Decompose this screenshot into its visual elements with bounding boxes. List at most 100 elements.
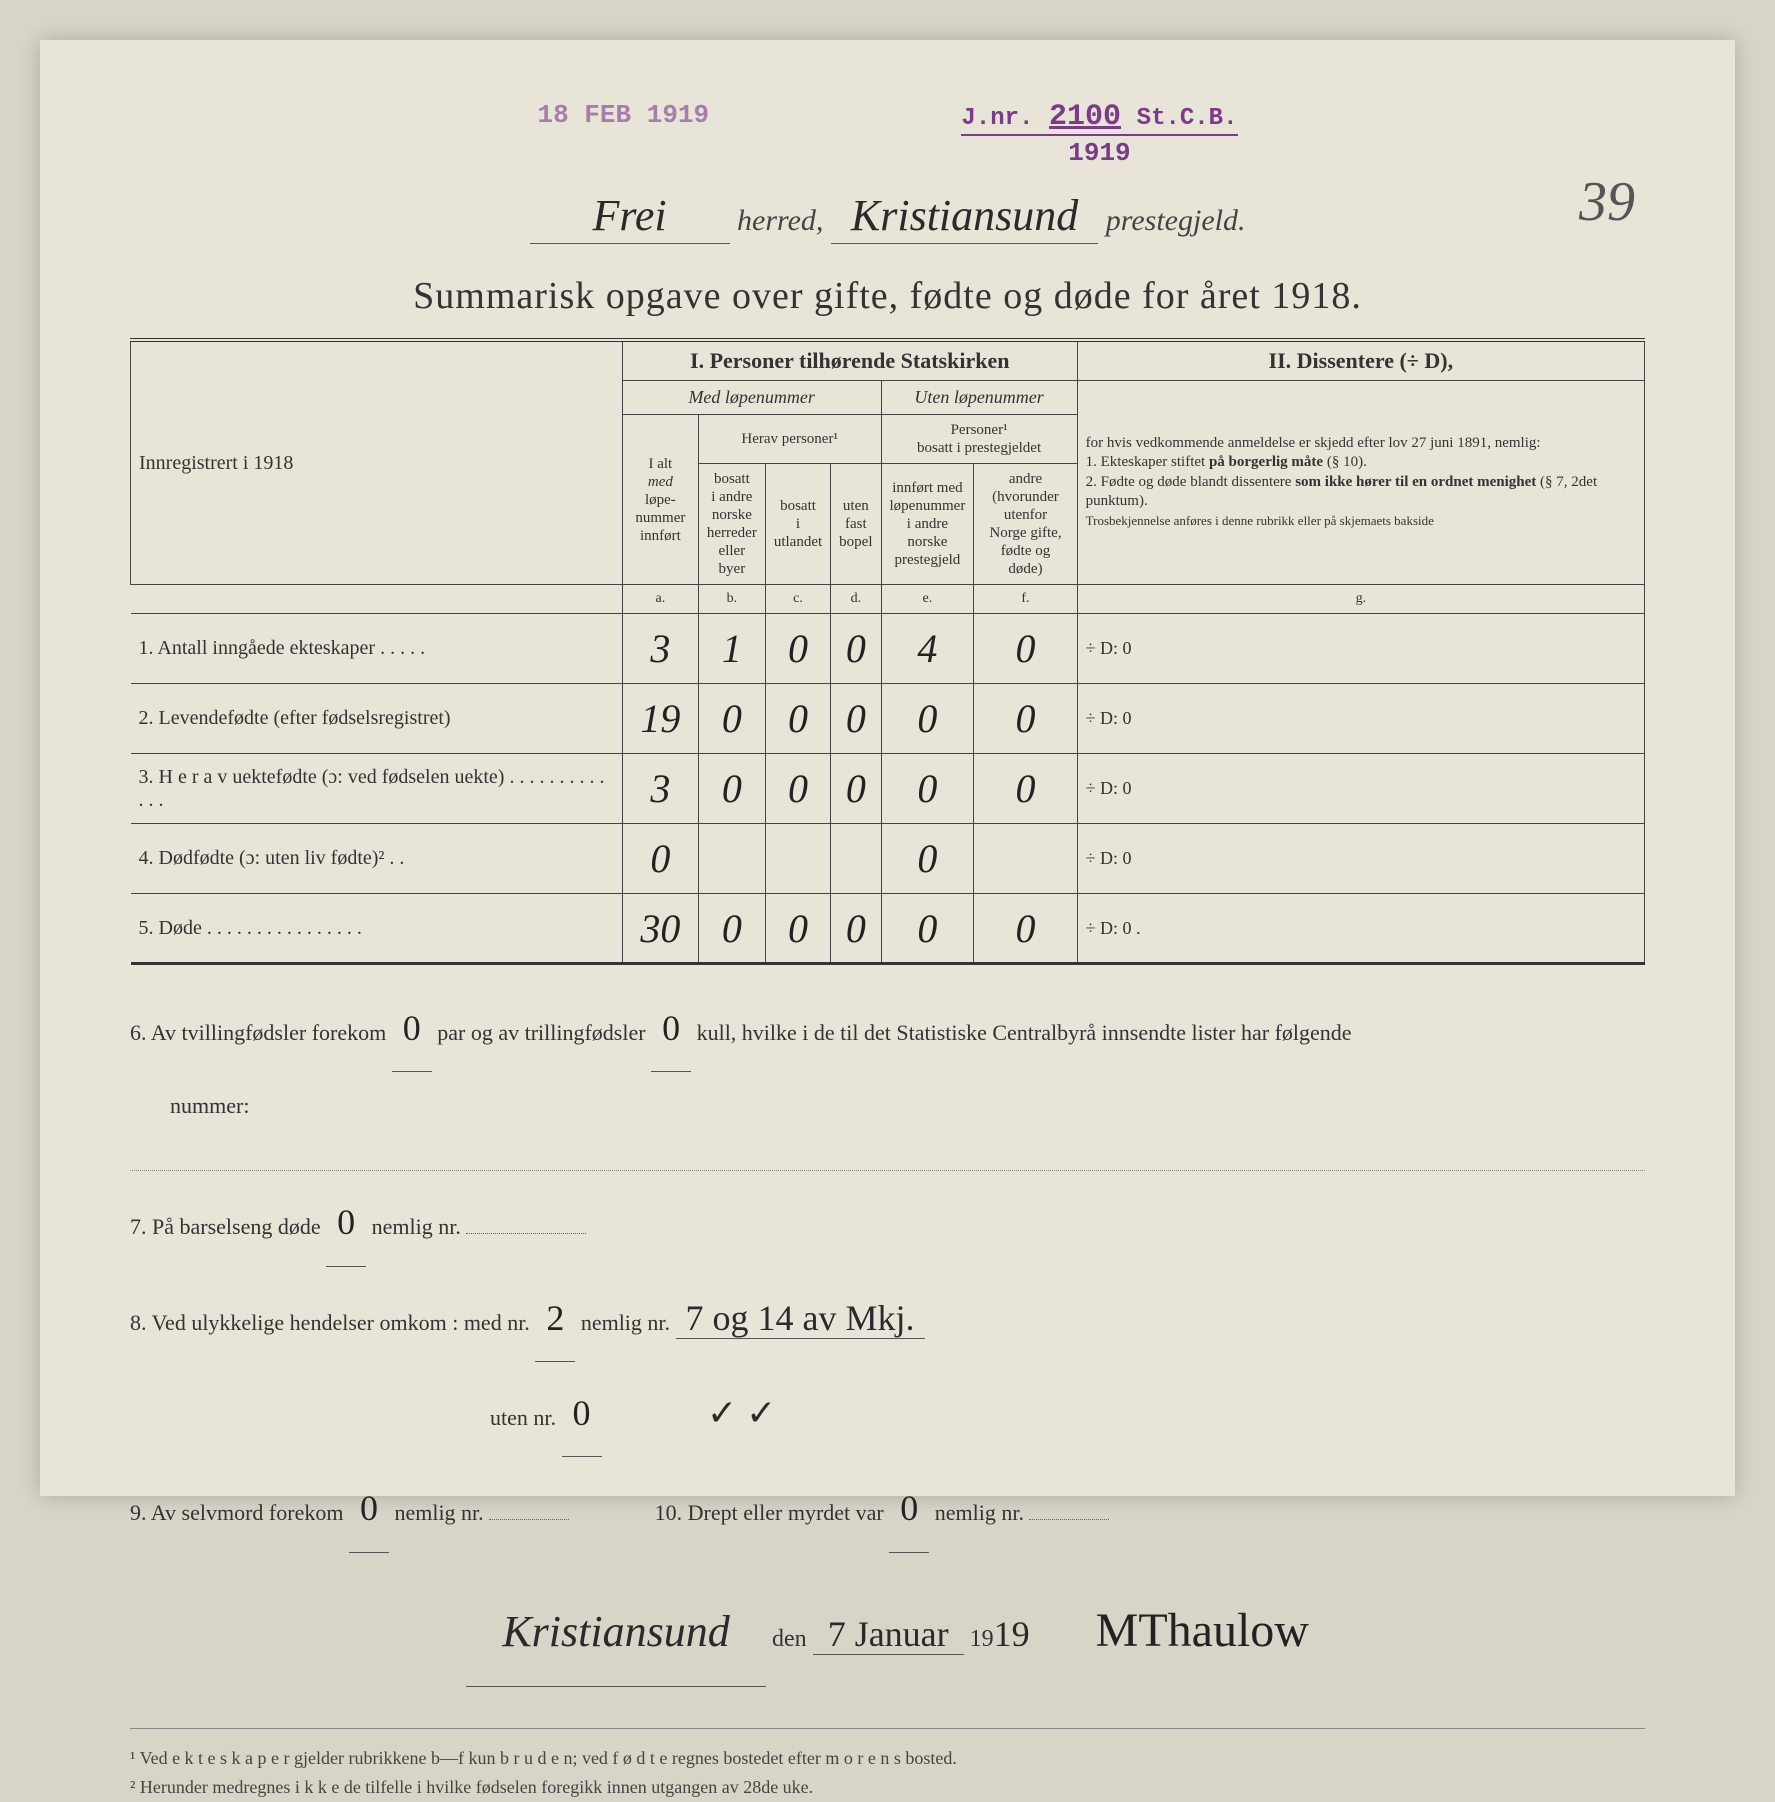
line-8b: uten nr. 0 ✓ ✓	[130, 1370, 1645, 1457]
date-value: 7 Januar	[813, 1614, 964, 1655]
uten-lope-head: Uten løpenummer	[881, 381, 1077, 415]
year-prefix: 19	[970, 1626, 994, 1652]
line6-nummer: nummer:	[130, 1080, 1645, 1133]
col-letter-d: d.	[831, 585, 881, 614]
table-row: 1. Antall inngåede ekteskaper . . . . .3…	[131, 614, 1645, 684]
data-cell: ÷ D: 0	[1077, 614, 1644, 684]
footnote-1: ¹ Ved e k t e s k a p e r gjelder rubrik…	[130, 1744, 1645, 1773]
line8-val2: 7 og 14 av Mkj.	[676, 1298, 925, 1339]
stamp-jnr: J.nr. 2100 St.C.B. 1919	[961, 100, 1237, 168]
document-page: 18 FEB 1919 J.nr. 2100 St.C.B. 1919 39 F…	[40, 40, 1735, 1496]
jnr-suffix: St.C.B.	[1137, 105, 1238, 132]
line9-pre: 9. Av selvmord forekom	[130, 1500, 343, 1525]
data-cell: 0	[974, 684, 1077, 754]
data-cell	[698, 824, 765, 894]
page-number: 39	[1579, 170, 1635, 234]
herred-label: herred,	[737, 204, 823, 237]
data-cell: 0	[765, 894, 830, 964]
header-line: Frei herred, Kristiansund prestegjeld.	[130, 190, 1645, 244]
document-title: Summarisk opgave over gifte, fødte og dø…	[130, 274, 1645, 318]
line6-pre: 6. Av tvillingfødsler forekom	[130, 1020, 386, 1045]
herav-personer: Herav personer¹	[698, 415, 881, 464]
line7-pre: 7. På barselseng døde	[130, 1214, 321, 1239]
data-cell: 0	[698, 894, 765, 964]
line7-blank	[466, 1233, 586, 1234]
data-cell: ÷ D: 0	[1077, 824, 1644, 894]
year-suffix: 19	[994, 1614, 1030, 1654]
row-label: 5. Døde . . . . . . . . . . . . . . . .	[131, 894, 623, 964]
footnotes: ¹ Ved e k t e s k a p e r gjelder rubrik…	[130, 1728, 1645, 1802]
data-cell: 4	[881, 614, 974, 684]
line6-post: kull, hvilke i de til det Statistiske Ce…	[697, 1020, 1352, 1045]
lower-section: 6. Av tvillingfødsler forekom 0 par og a…	[130, 985, 1645, 1688]
row-label: 4. Dødfødte (ɔ: uten liv fødte)² . .	[131, 824, 623, 894]
line8-mid: nemlig nr.	[581, 1310, 670, 1335]
line6-mid: par og av trillingfødsler	[437, 1020, 645, 1045]
line7-val: 0	[326, 1179, 366, 1266]
line9-post: nemlig nr.	[394, 1500, 483, 1525]
data-cell: 0	[831, 614, 881, 684]
prestegjeld-value: Kristiansund	[831, 190, 1098, 244]
blank-line	[130, 1141, 1645, 1171]
jnr-prefix: J.nr.	[961, 105, 1033, 132]
line6-val1: 0	[392, 985, 432, 1072]
data-cell: 0	[881, 754, 974, 824]
col-b-head: bosatti andrenorskeherrederellerbyer	[698, 464, 765, 585]
line-6: 6. Av tvillingfødsler forekom 0 par og a…	[130, 985, 1645, 1072]
dissenter-text: for hvis vedkommende anmeldelse er skjed…	[1077, 381, 1644, 585]
data-cell: ÷ D: 0	[1077, 684, 1644, 754]
signature: MThaulow	[1096, 1604, 1309, 1657]
line8-val1: 2	[535, 1275, 575, 1362]
line8-pre: 8. Ved ulykkelige hendelser omkom : med …	[130, 1310, 530, 1335]
data-cell: 1	[698, 614, 765, 684]
data-cell: 19	[622, 684, 698, 754]
footnote-2: ² Herunder medregnes i k k e de tilfelle…	[130, 1773, 1645, 1802]
row-label: 3. H e r a v uektefødte (ɔ: ved fødselen…	[131, 754, 623, 824]
table-row: 4. Dødfødte (ɔ: uten liv fødte)² . .00÷ …	[131, 824, 1645, 894]
row-label: 2. Levendefødte (efter fødselsregistret)	[131, 684, 623, 754]
col-letter-f: f.	[974, 585, 1077, 614]
signature-line: Kristiansund den 7 Januar 1919 MThaulow	[130, 1573, 1645, 1688]
med-lope-head: Med løpenummer	[622, 381, 881, 415]
herred-value: Frei	[530, 190, 730, 244]
data-cell: 0	[698, 754, 765, 824]
data-cell	[974, 824, 1077, 894]
stamp-date: 18 FEB 1919	[538, 100, 710, 168]
line-9-10: 9. Av selvmord forekom 0 nemlig nr. 10. …	[130, 1465, 1645, 1552]
data-cell: 0	[765, 684, 830, 754]
data-cell: 0	[765, 614, 830, 684]
data-cell: ÷ D: 0 .	[1077, 894, 1644, 964]
line-7: 7. På barselseng døde 0 nemlig nr.	[130, 1179, 1645, 1266]
row-label: 1. Antall inngåede ekteskaper . . . . .	[131, 614, 623, 684]
prestegjeld-label: prestegjeld.	[1106, 204, 1246, 237]
col-c-head: bosattiutlandet	[765, 464, 830, 585]
data-cell: 3	[622, 754, 698, 824]
line8b-pre: uten nr.	[490, 1405, 556, 1430]
personer-bosatt: Personer¹bosatt i prestegjeldet	[881, 415, 1077, 464]
stamp-year: 1919	[961, 134, 1237, 168]
line10-pre: 10. Drept eller myrdet var	[655, 1500, 884, 1525]
data-cell: 0	[881, 894, 974, 964]
col-a-head: I altmed løpe-nummerinnført	[622, 415, 698, 585]
table-row: 2. Levendefødte (efter fødselsregistret)…	[131, 684, 1645, 754]
col-letter-e: e.	[881, 585, 974, 614]
col-f-head: andre(hvorunderutenforNorge gifte,fødte …	[974, 464, 1077, 585]
stamp-block: 18 FEB 1919 J.nr. 2100 St.C.B. 1919	[538, 100, 1238, 168]
data-cell: 0	[974, 754, 1077, 824]
den-label: den	[772, 1626, 807, 1652]
data-cell: 0	[622, 824, 698, 894]
data-cell: 0	[831, 754, 881, 824]
line9-val: 0	[349, 1465, 389, 1552]
line6-val2: 0	[651, 985, 691, 1072]
data-cell: 30	[622, 894, 698, 964]
data-cell: ÷ D: 0	[1077, 754, 1644, 824]
line8b-val: 0	[562, 1370, 602, 1457]
section2-head: II. Dissentere (÷ D),	[1077, 340, 1644, 381]
place-value: Kristiansund	[466, 1579, 766, 1688]
data-cell: 0	[831, 684, 881, 754]
data-cell: 0	[974, 894, 1077, 964]
col-letter-a: a.	[622, 585, 698, 614]
jnr-number: 2100	[1049, 100, 1121, 134]
data-cell: 0	[881, 824, 974, 894]
table-row: 3. H e r a v uektefødte (ɔ: ved fødselen…	[131, 754, 1645, 824]
